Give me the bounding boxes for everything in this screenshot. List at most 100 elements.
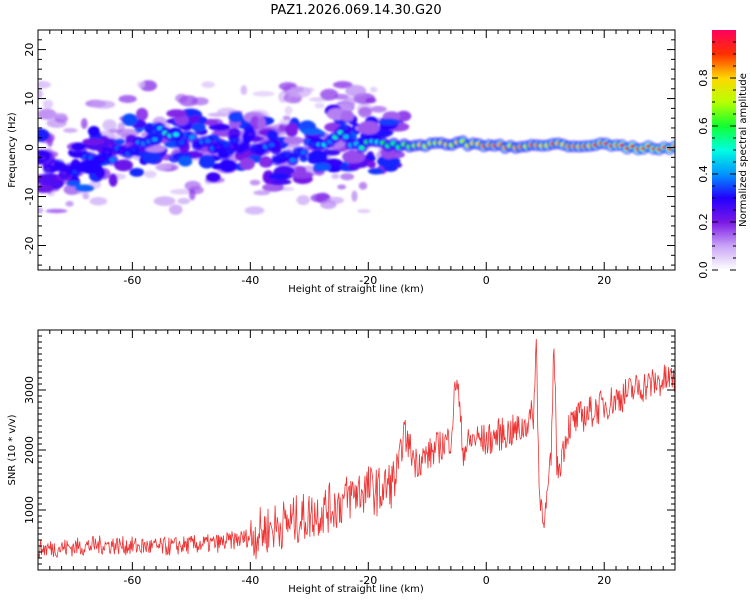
- spectral-speckle: [342, 96, 356, 109]
- spectral-band: [114, 159, 134, 172]
- spectral-speckle: [118, 94, 137, 103]
- spectral-band: [268, 178, 292, 186]
- spectral-speckle: [370, 86, 378, 93]
- snr-plot-area: [38, 330, 675, 570]
- spectral-band: [166, 109, 187, 118]
- spectral-speckle: [42, 99, 54, 109]
- spectral-speckle: [288, 86, 312, 98]
- spectral-band: [266, 130, 279, 141]
- colorbar-tick-label: 0.6: [697, 117, 710, 135]
- ridge-core: [204, 138, 211, 143]
- spectral-band: [142, 150, 162, 164]
- colorbar-bar: [712, 30, 736, 270]
- ridge-core: [268, 142, 275, 147]
- ridge-core: [289, 158, 296, 163]
- colorbar-tick-label: 0.4: [697, 165, 710, 183]
- spectral-speckle: [178, 95, 198, 107]
- spectral-speckle: [63, 128, 78, 133]
- x-tick-label: 20: [597, 274, 611, 287]
- spectral-band: [377, 154, 401, 168]
- y-tick-label: -20: [23, 237, 36, 255]
- spectral-speckle: [284, 106, 293, 115]
- spectrogram-ticks: -60 -40 -20 0 20 -20 -10 0 10 20: [23, 29, 676, 287]
- spectral-band: [268, 173, 290, 180]
- spectral-speckle: [332, 81, 353, 89]
- x-tick-label: -20: [359, 274, 377, 287]
- x-tick-label: -60: [123, 274, 141, 287]
- spectral-speckle: [345, 84, 367, 97]
- ridge-core: [77, 165, 84, 170]
- spectral-band: [259, 156, 272, 168]
- spectral-speckle: [351, 190, 358, 202]
- spectrogram-field: [38, 80, 675, 215]
- spectral-speckle: [102, 119, 117, 132]
- spectral-speckle: [108, 128, 123, 134]
- spectral-speckle: [358, 181, 368, 190]
- spectral-speckle: [153, 196, 176, 206]
- spectral-speckle: [370, 105, 387, 113]
- spectral-speckle: [189, 189, 196, 201]
- x-tick-label: -40: [241, 574, 259, 587]
- spectral-band: [301, 128, 323, 135]
- spectral-speckle: [80, 118, 88, 130]
- spectral-band: [38, 128, 50, 142]
- spectral-band: [108, 173, 118, 187]
- spectral-band: [285, 122, 299, 137]
- spectral-speckle: [169, 188, 194, 195]
- spectral-speckle: [253, 190, 271, 196]
- spectrogram-panel: -60 -40 -20 0 20 -20 -10 0 10 20 Height of straig…: [7, 29, 676, 295]
- spectral-band: [121, 113, 138, 127]
- spectral-speckle: [65, 200, 74, 207]
- spectral-speckle: [82, 193, 90, 200]
- spectral-speckle: [38, 89, 43, 99]
- spectral-speckle: [154, 164, 173, 170]
- spectral-speckle: [89, 197, 108, 206]
- ridge-core: [215, 145, 222, 150]
- spectral-speckle: [91, 100, 116, 109]
- colorbar-tick-label: 0.8: [697, 69, 710, 87]
- snr-field: [38, 338, 675, 560]
- snr-xlabel: Height of straight line (km): [288, 584, 424, 595]
- spectrogram-blobs: [38, 80, 675, 215]
- spectral-band: [205, 172, 221, 183]
- ridge-core: [358, 145, 365, 150]
- spectral-band: [38, 184, 54, 193]
- spectral-band: [283, 136, 305, 145]
- x-tick-label: -60: [123, 574, 141, 587]
- y-tick-label: 3000: [23, 376, 36, 404]
- y-tick-label: 0: [23, 144, 36, 151]
- snr-ylabel: SNR (10 * v/v): [7, 414, 18, 485]
- colorbar-tick-label: 0.2: [697, 213, 710, 231]
- ridge-core: [231, 138, 238, 143]
- ridge-core: [98, 156, 105, 161]
- spectral-speckle: [314, 102, 325, 109]
- spectral-band: [342, 150, 366, 164]
- spectral-band: [228, 111, 244, 123]
- y-tick-label: 20: [23, 43, 36, 57]
- x-tick-label: 0: [483, 574, 490, 587]
- spectral-speckle: [244, 206, 265, 215]
- spectral-band: [144, 123, 154, 134]
- spectral-speckle: [48, 112, 67, 118]
- spectral-speckle: [143, 170, 157, 179]
- spectral-speckle: [331, 173, 340, 180]
- spectral-band: [308, 150, 328, 164]
- spectral-speckle: [136, 81, 145, 88]
- page-title: PAZ1.2026.069.14.30.G20: [270, 3, 441, 18]
- spectral-speckle: [168, 204, 183, 215]
- ridge-core: [173, 132, 180, 137]
- x-tick-label: -40: [241, 274, 259, 287]
- spectral-band: [239, 157, 255, 170]
- spectral-band: [218, 159, 237, 173]
- ridge-core: [104, 150, 111, 155]
- spectrogram-ylabel: Frequency (Hz): [7, 112, 18, 188]
- ridge-core: [40, 156, 47, 161]
- spectral-speckle: [38, 81, 51, 89]
- spectral-band: [191, 122, 206, 132]
- spectral-band: [340, 110, 354, 122]
- x-tick-label: -20: [359, 574, 377, 587]
- ridge-core: [109, 157, 116, 162]
- spectral-speckle: [201, 81, 215, 88]
- spectral-speckle: [282, 115, 291, 120]
